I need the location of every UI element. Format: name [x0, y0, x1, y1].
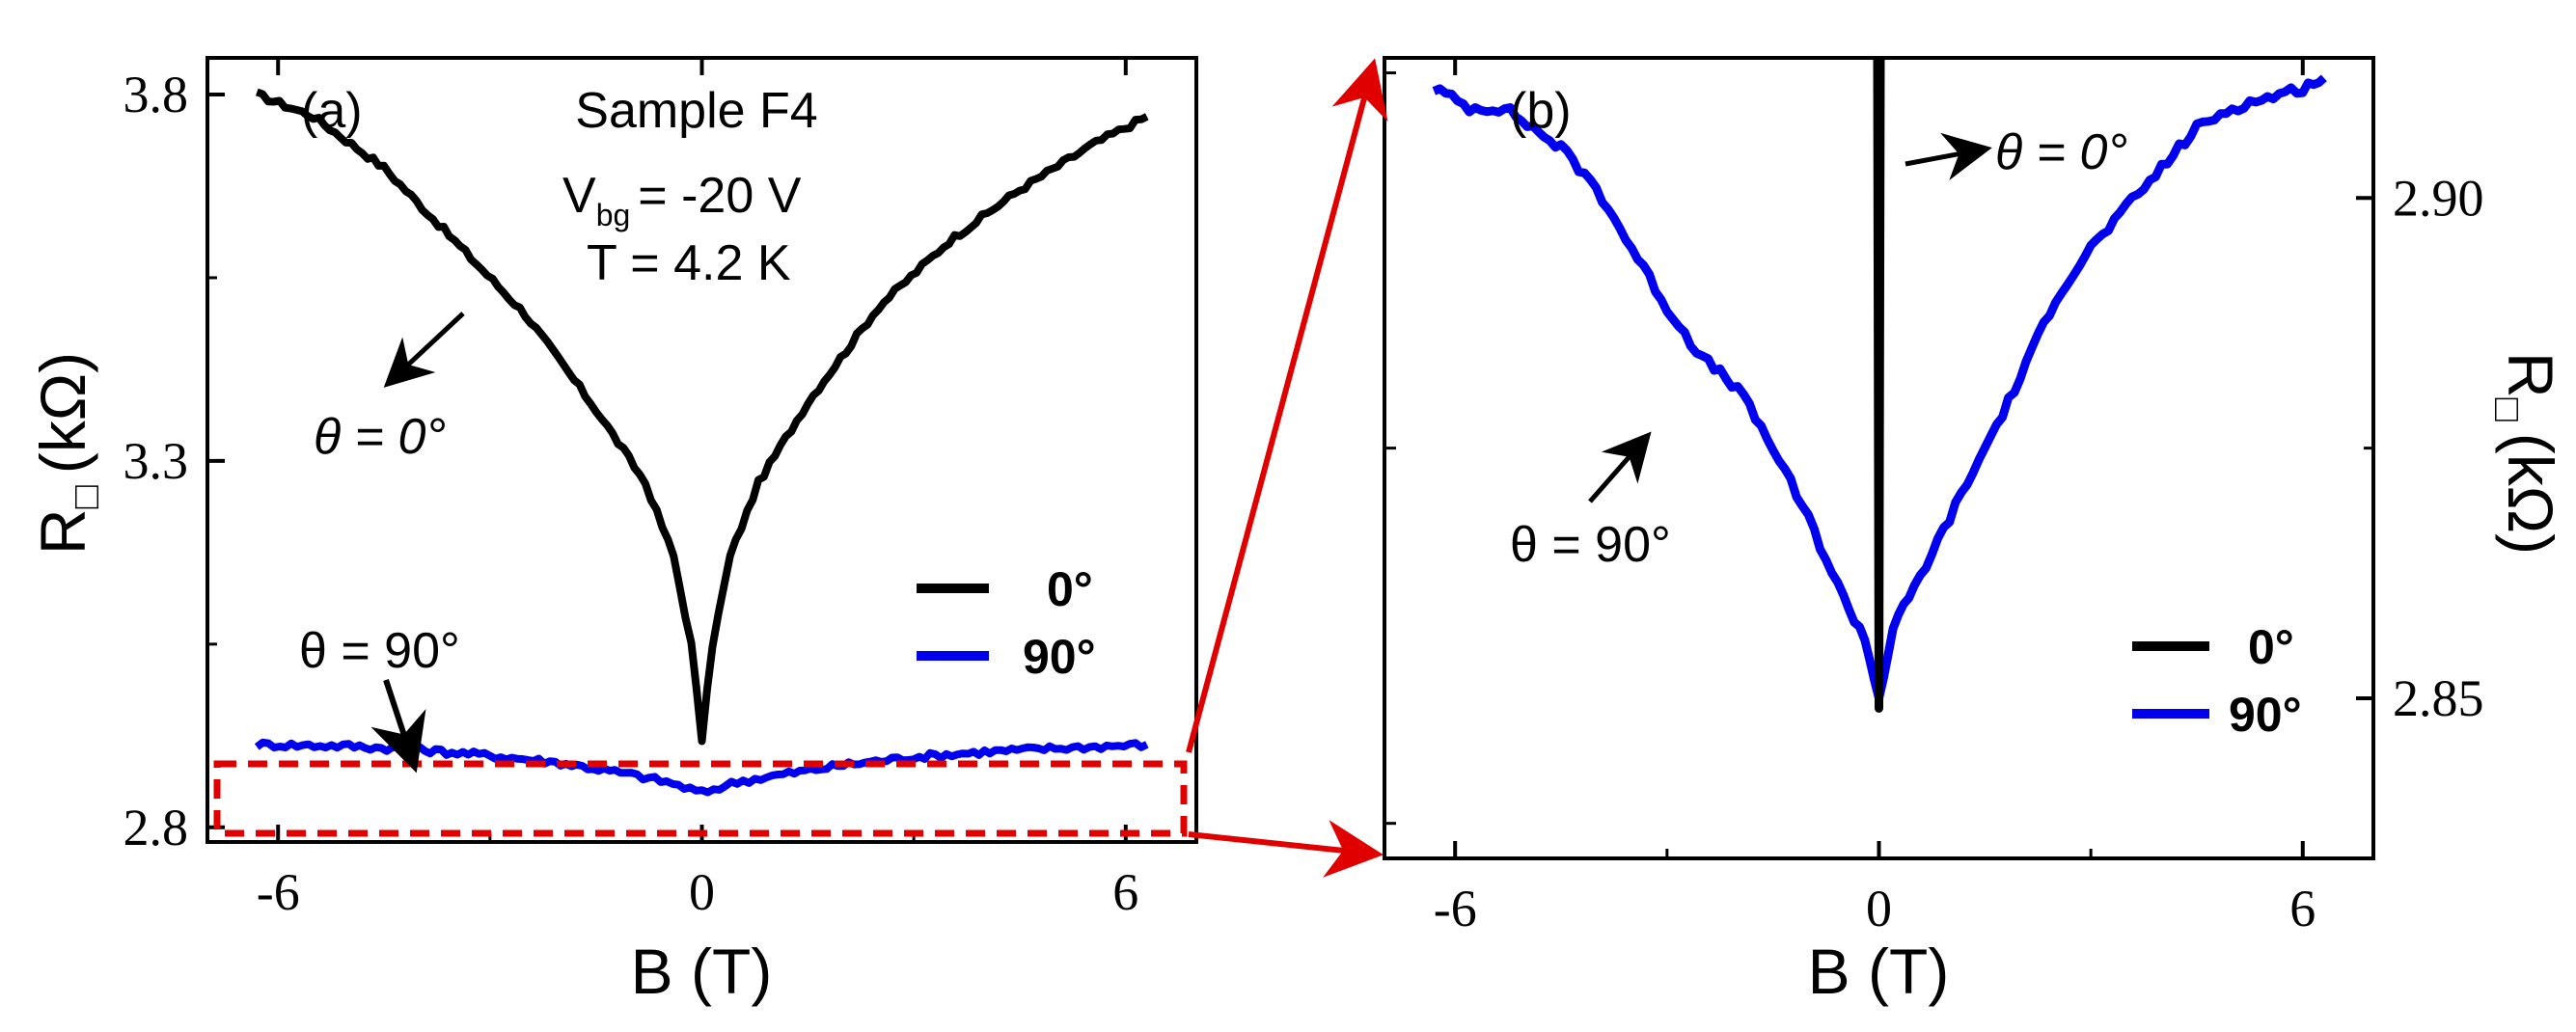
theta90-arrow-a [370, 679, 426, 774]
legend-a-0-label: 0° [1047, 562, 1093, 616]
legend-a: 0° 90° [917, 562, 1096, 684]
panel-a-label: (a) [301, 83, 363, 139]
panel-a-ytick-label-0: 2.8 [123, 799, 189, 856]
vbg-value: = -20 V [638, 168, 801, 224]
panel-b-xtick-label-1: 0 [1866, 880, 1892, 937]
theta90-label-a: θ = 90° [299, 623, 460, 679]
panel-b-ytick-label-1: 2.90 [2393, 169, 2484, 227]
panel-a-xlabel: B (T) [631, 936, 773, 1007]
panel-a-ylabel-unit: (kΩ) [27, 352, 98, 474]
panel-b-ytick-label-0: 2.85 [2393, 669, 2484, 727]
vbg-subscript: bg [596, 198, 631, 232]
panel-a-xtick-label-0: -6 [257, 863, 300, 921]
panel-a-ylabel-sub: □ [65, 485, 107, 508]
legend-b-1-label: 90° [2229, 688, 2302, 742]
zoom-arrow-top [1186, 58, 1388, 753]
panel-b-xtick-label-2: 6 [2289, 880, 2316, 937]
panel-b-ylabel-sub: □ [2486, 398, 2529, 421]
panel-a-ticks: -6 0 6 2.8 3.3 3.8 [123, 58, 1138, 921]
temperature-label: T = 4.2 K [587, 235, 791, 291]
theta0-label-b: θ = 0° [1995, 124, 2127, 180]
theta0-arrow-a [383, 312, 465, 388]
panel-a-ylabel-main: R [27, 508, 98, 555]
zoom-arrow-bottom [1188, 820, 1384, 878]
panel-b: -6 0 6 2.85 2.90 (b) θ = 0° θ = 90° 0° 90° B… [1383, 56, 2566, 1007]
legend-a-1-label: 90° [1023, 630, 1096, 684]
vbg-main: V [562, 168, 596, 224]
vbg-label: Vbg = -20 V [562, 168, 802, 232]
sample-label: Sample F4 [575, 83, 817, 139]
zoom-region-box [213, 760, 1188, 837]
panel-a-ytick-label-1: 3.3 [123, 432, 189, 490]
panel-b-ylabel-unit: (kΩ) [2495, 433, 2566, 555]
theta0-label-a: θ = 0° [314, 409, 446, 465]
theta0-arrow-b [1905, 132, 1992, 180]
panel-b-ticks: -6 0 6 2.85 2.90 [1384, 58, 2484, 937]
panel-b-xtick-label-0: -6 [1434, 880, 1477, 937]
panel-a-xtick-label-2: 6 [1112, 863, 1138, 921]
panel-a-xtick-label-1: 0 [689, 863, 715, 921]
panel-b-ylabel-main: R [2495, 352, 2566, 398]
panel-b-ylabel: R□ (kΩ) [2486, 352, 2566, 555]
theta90-label-b: θ = 90° [1510, 517, 1671, 573]
legend-b: 0° 90° [2132, 620, 2302, 742]
panel-a-series-0 [255, 88, 1149, 746]
panel-b-xlabel: B (T) [1808, 936, 1950, 1007]
panel-a-series-1 [254, 738, 1149, 797]
panel-a-ylabel: R□ (kΩ) [27, 352, 107, 555]
panel-a: -6 0 6 2.8 3.3 3.8 (a) Sample F4 Vbg = -20 V T… [27, 56, 1198, 1007]
legend-b-0-label: 0° [2248, 620, 2294, 674]
theta90-arrow-b [1588, 431, 1652, 503]
panel-b-series-1 [1873, 57, 1885, 713]
panel-b-series [1432, 57, 2327, 713]
panel-a-ytick-label-2: 3.8 [123, 66, 189, 123]
panel-b-label: (b) [1510, 83, 1572, 139]
